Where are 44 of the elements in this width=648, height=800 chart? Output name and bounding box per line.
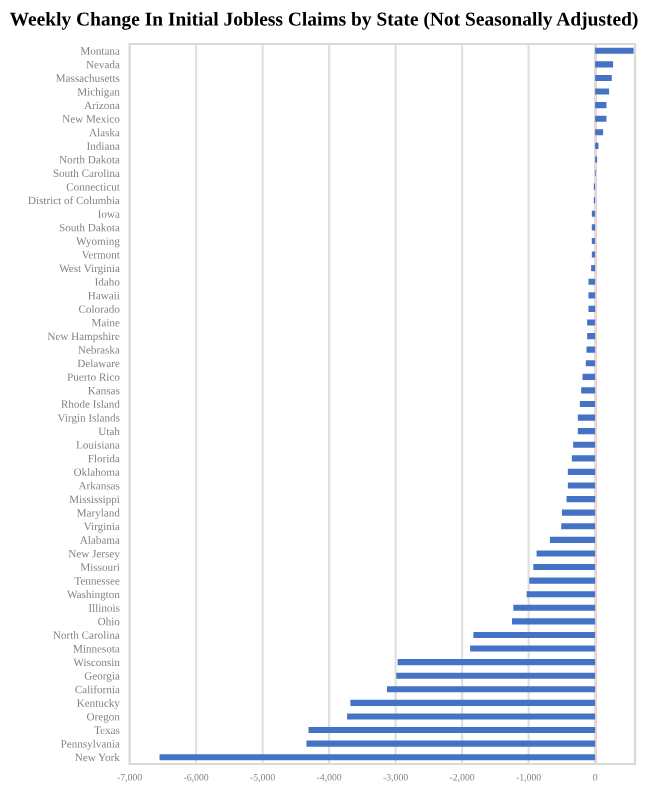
bar	[595, 129, 604, 136]
bar	[595, 115, 607, 122]
bar	[397, 659, 596, 666]
bar	[588, 292, 596, 299]
chart-title: Weekly Change In Initial Jobless Claims by State (Not Seasonally Adjusted)	[9, 12, 638, 30]
bar	[588, 305, 596, 312]
bar	[549, 536, 596, 543]
bar	[586, 346, 596, 353]
bar	[473, 631, 596, 638]
bar	[159, 754, 596, 761]
bar	[513, 604, 596, 611]
bar	[579, 400, 596, 408]
bar	[350, 699, 596, 706]
bar	[581, 387, 596, 394]
bar	[306, 740, 596, 747]
bar	[588, 278, 596, 285]
bar	[577, 414, 596, 421]
bar	[585, 360, 596, 367]
bar	[573, 441, 596, 448]
bar	[567, 482, 596, 489]
bar	[595, 47, 634, 54]
bar	[396, 672, 596, 679]
bar	[347, 713, 596, 720]
bar	[595, 61, 614, 68]
bar	[595, 88, 610, 95]
bar	[566, 496, 596, 503]
bar	[470, 645, 596, 652]
bar	[595, 102, 607, 109]
bar	[536, 550, 596, 557]
bar	[595, 74, 612, 82]
bar	[512, 618, 596, 625]
bar	[582, 373, 596, 380]
bar	[577, 428, 596, 435]
bar	[386, 686, 596, 693]
bar	[533, 563, 596, 571]
bar	[529, 577, 596, 584]
bar	[587, 319, 596, 326]
bar	[571, 455, 596, 462]
bar	[587, 333, 596, 340]
bar	[561, 523, 596, 530]
bar	[526, 591, 596, 598]
bar	[308, 726, 596, 734]
bar	[567, 468, 596, 475]
bar	[561, 509, 596, 516]
